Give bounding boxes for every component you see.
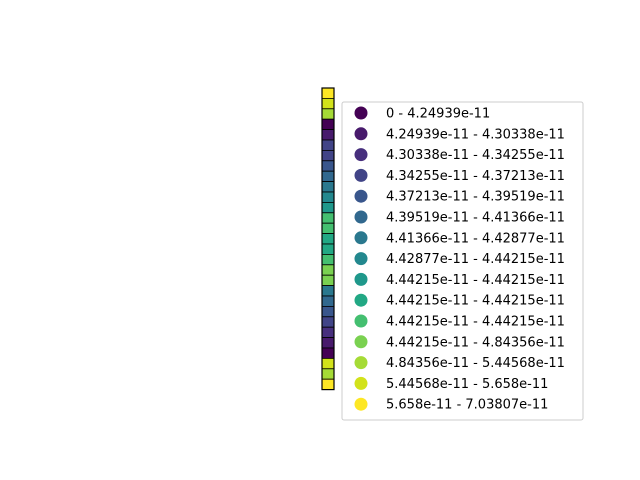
map-cell bbox=[321, 378, 335, 391]
map-cell bbox=[321, 212, 335, 224]
map-cell bbox=[321, 222, 335, 234]
legend-label: 4.34255e-11 - 4.37213e-11 bbox=[386, 169, 565, 184]
map-cell bbox=[321, 337, 335, 349]
legend-label: 5.44568e-11 - 5.658e-11 bbox=[386, 377, 548, 392]
map-cell bbox=[321, 98, 335, 110]
legend-frame bbox=[341, 101, 584, 421]
legend-marker bbox=[354, 252, 368, 266]
legend-label: 4.44215e-11 - 4.44215e-11 bbox=[386, 294, 565, 309]
legend-marker bbox=[354, 231, 368, 245]
map-cell bbox=[321, 181, 335, 193]
legend-marker bbox=[354, 106, 368, 120]
legend-marker bbox=[354, 168, 368, 182]
legend-marker bbox=[354, 397, 368, 411]
map-cell bbox=[321, 129, 335, 141]
map-cell bbox=[321, 326, 335, 339]
map-cell bbox=[321, 316, 335, 328]
map-cell bbox=[321, 170, 335, 182]
legend-label: 0 - 4.24939e-11 bbox=[386, 107, 490, 122]
map-outline bbox=[321, 87, 335, 391]
map-cell bbox=[321, 160, 335, 172]
legend-label: 4.44215e-11 - 4.44215e-11 bbox=[386, 315, 565, 330]
map-cell bbox=[321, 149, 335, 162]
legend-label: 4.24939e-11 - 4.30338e-11 bbox=[386, 127, 565, 142]
legend-marker bbox=[354, 376, 368, 390]
legend-marker bbox=[354, 127, 368, 141]
legend-marker bbox=[354, 148, 368, 162]
map-cell bbox=[321, 274, 335, 287]
map-cell bbox=[321, 201, 335, 214]
legend-label: 4.30338e-11 - 4.34255e-11 bbox=[386, 148, 565, 163]
legend-marker bbox=[354, 189, 368, 203]
map-cell bbox=[321, 87, 335, 99]
map-cell bbox=[321, 191, 335, 203]
map-cell bbox=[321, 347, 335, 359]
map-cell bbox=[321, 264, 335, 276]
legend-label: 4.42877e-11 - 4.44215e-11 bbox=[386, 252, 565, 267]
map-cell bbox=[321, 118, 335, 130]
legend-marker bbox=[354, 210, 368, 224]
legend-marker bbox=[354, 272, 368, 286]
map-cell bbox=[321, 285, 335, 297]
legend-marker bbox=[354, 293, 368, 307]
map-cell bbox=[321, 243, 335, 255]
legend-marker bbox=[354, 356, 368, 370]
map-cell bbox=[321, 295, 335, 307]
legend-marker bbox=[354, 335, 368, 349]
map-cell bbox=[321, 368, 335, 380]
legend-label: 4.44215e-11 - 4.84356e-11 bbox=[386, 335, 565, 350]
map-cell bbox=[321, 233, 335, 245]
map-cell bbox=[321, 305, 335, 318]
legend-label: 4.84356e-11 - 5.44568e-11 bbox=[386, 356, 565, 371]
legend: 0 - 4.24939e-11 4.24939e-11 - 4.30338e-11… bbox=[341, 101, 584, 421]
map-cell bbox=[321, 357, 335, 370]
legend-label: 5.658e-11 - 7.03807e-11 bbox=[386, 398, 548, 413]
legend-label: 4.39519e-11 - 4.41366e-11 bbox=[386, 211, 565, 226]
map-cell bbox=[321, 139, 335, 151]
legend-marker bbox=[354, 314, 368, 328]
legend-label: 4.44215e-11 - 4.44215e-11 bbox=[386, 273, 565, 288]
map-cells bbox=[321, 87, 335, 391]
map-cell bbox=[321, 253, 335, 266]
map-cell bbox=[321, 108, 335, 120]
legend-label: 4.41366e-11 - 4.42877e-11 bbox=[386, 231, 565, 246]
legend-label: 4.37213e-11 - 4.39519e-11 bbox=[386, 190, 565, 205]
